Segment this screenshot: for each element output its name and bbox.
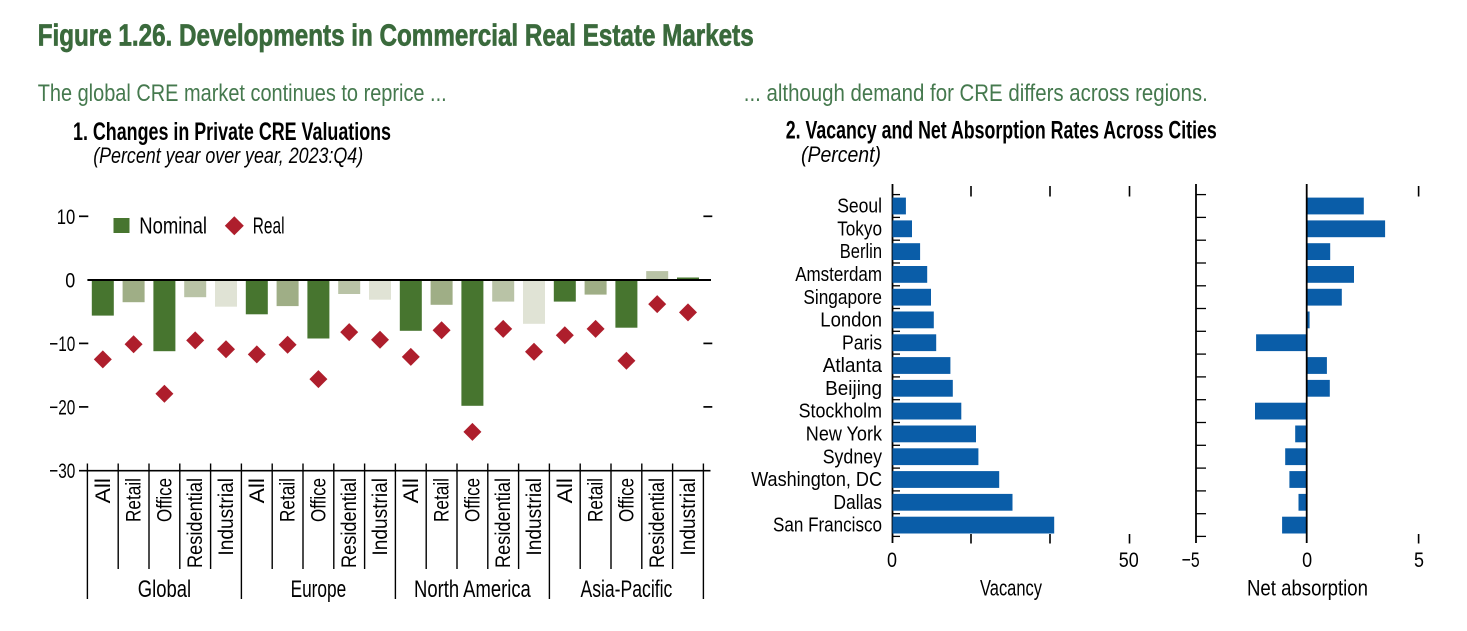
svg-text:(Percent year over year, 2023:: (Percent year over year, 2023:Q4) [93, 143, 363, 168]
svg-text:Asia-Pacific: Asia-Pacific [581, 576, 673, 603]
svg-text:Beijing: Beijing [825, 378, 882, 400]
svg-text:Residential: Residential [337, 478, 361, 568]
svg-text:Europe: Europe [291, 576, 347, 603]
svg-text:Singapore: Singapore [803, 287, 882, 309]
svg-text:2. Vacancy and Net Absorption: 2. Vacancy and Net Absorption Rates Acro… [786, 117, 1217, 145]
svg-text:Dallas: Dallas [833, 492, 882, 514]
svg-text:Industrial: Industrial [368, 478, 392, 556]
svg-text:Office: Office [306, 478, 330, 522]
svg-text:Berlin: Berlin [840, 241, 882, 263]
svg-text:Atlanta: Atlanta [823, 355, 883, 377]
svg-text:Retail: Retail [584, 478, 608, 522]
svg-text:Vacancy: Vacancy [980, 576, 1042, 601]
svg-text:San Francisco: San Francisco [773, 515, 882, 537]
svg-text:Retail: Retail [276, 478, 300, 522]
svg-text:0: 0 [1302, 548, 1312, 572]
svg-text:North America: North America [414, 576, 531, 603]
svg-text:... although demand for CRE di: ... although demand for CRE differs acro… [744, 80, 1208, 107]
svg-text:50: 50 [1119, 548, 1139, 572]
svg-text:Nominal: Nominal [139, 213, 207, 239]
svg-text:10: 10 [57, 205, 76, 229]
svg-text:Tokyo: Tokyo [837, 218, 882, 240]
svg-text:All: All [245, 478, 269, 503]
svg-text:Sydney: Sydney [823, 446, 882, 468]
svg-text:(Percent): (Percent) [801, 142, 881, 167]
svg-text:Paris: Paris [842, 332, 882, 354]
svg-text:0: 0 [65, 269, 75, 293]
svg-text:Global: Global [138, 576, 191, 603]
svg-text:Industrial: Industrial [522, 478, 546, 556]
svg-text:Washington, DC: Washington, DC [751, 469, 882, 491]
svg-text:Amsterdam: Amsterdam [795, 264, 882, 286]
svg-text:−30: −30 [49, 459, 75, 483]
svg-text:Seoul: Seoul [837, 196, 882, 218]
svg-text:5: 5 [1414, 548, 1424, 572]
svg-text:Net absorption: Net absorption [1247, 576, 1368, 601]
svg-text:London: London [820, 310, 882, 332]
svg-text:−5: −5 [1182, 548, 1200, 572]
svg-text:1. Changes in Private CRE Valu: 1. Changes in Private CRE Valuations [73, 118, 391, 146]
svg-text:All: All [91, 478, 115, 503]
svg-text:The global CRE market continue: The global CRE market continues to repri… [38, 80, 447, 107]
svg-text:Retail: Retail [122, 478, 146, 522]
svg-text:Real: Real [253, 213, 285, 239]
svg-text:Residential: Residential [491, 478, 515, 568]
svg-text:Stockholm: Stockholm [799, 401, 882, 423]
svg-text:Figure 1.26. Developments in C: Figure 1.26. Developments in Commercial … [38, 18, 754, 53]
svg-text:All: All [553, 478, 577, 503]
svg-text:−20: −20 [49, 396, 75, 420]
svg-text:Industrial: Industrial [214, 478, 238, 556]
svg-text:0: 0 [887, 548, 897, 572]
svg-text:Office: Office [152, 478, 176, 522]
svg-text:Office: Office [460, 478, 484, 522]
svg-text:Retail: Retail [430, 478, 454, 522]
svg-text:Office: Office [614, 478, 638, 522]
svg-text:Residential: Residential [645, 478, 669, 568]
svg-text:Industrial: Industrial [676, 478, 700, 556]
svg-text:All: All [399, 478, 423, 503]
svg-text:New York: New York [806, 423, 883, 445]
svg-text:−10: −10 [49, 332, 75, 356]
svg-text:Residential: Residential [183, 478, 207, 568]
